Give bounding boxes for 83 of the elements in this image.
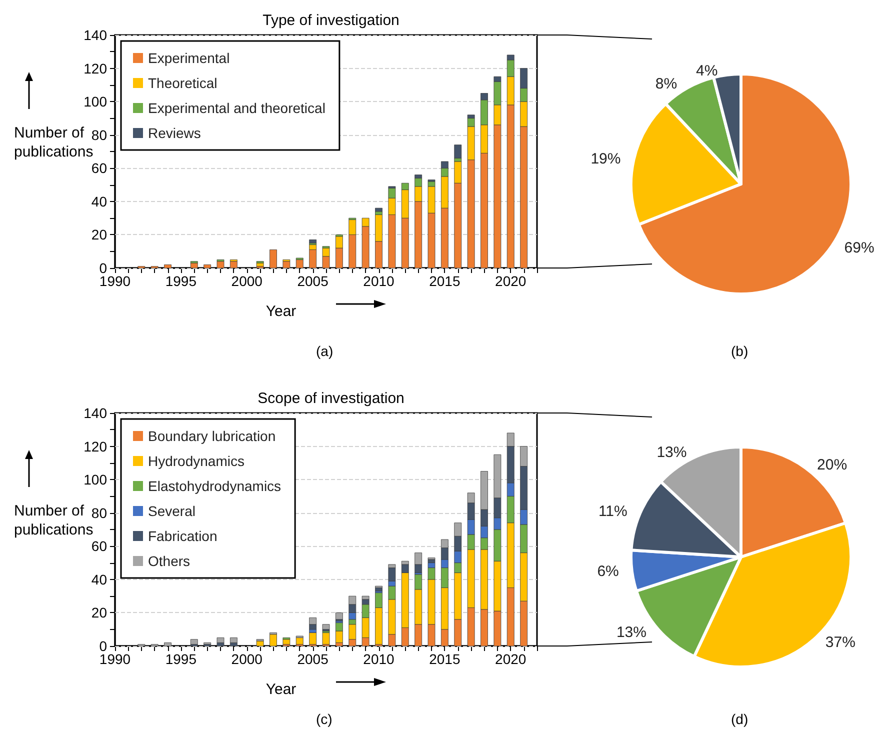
x-tick-label: 2015 [429, 273, 460, 289]
x-tick-label: 2005 [297, 273, 329, 289]
x-tick-label: 2010 [363, 273, 395, 289]
y-tick-label: 80 [91, 126, 108, 143]
data-label: 69% [844, 240, 874, 257]
y-tick-label: 100 [84, 472, 108, 488]
bar [216, 261, 224, 268]
y-tick-label: 20 [91, 604, 108, 621]
bar [190, 639, 198, 645]
legend-label: Fabrication [148, 528, 218, 544]
y-tick-label: 0 [99, 638, 108, 654]
bar [190, 262, 198, 268]
bar [216, 637, 224, 643]
text: (a) [316, 343, 334, 359]
data-label: 4% [696, 62, 718, 80]
y-tick-label: 60 [91, 538, 108, 554]
x-tick-label: 1990 [99, 651, 131, 667]
legend-label: Several [148, 503, 196, 519]
data-label: 6% [597, 562, 619, 580]
legend-label: Others [148, 553, 190, 569]
legend-label: Boundary lubrication [148, 428, 276, 444]
bar [335, 612, 343, 620]
bar [204, 264, 212, 268]
data-label: 8% [655, 76, 678, 93]
y-axis-title: Number of publications [14, 124, 94, 160]
bar [296, 259, 304, 268]
data-label: 11% [598, 503, 628, 520]
bar [164, 264, 172, 268]
legend-label: Experimental [148, 50, 230, 66]
x-tick-label: 2020 [495, 273, 526, 289]
legend-label: Reviews [148, 125, 201, 141]
bar [322, 624, 330, 630]
bar [256, 640, 264, 646]
bar [270, 249, 277, 268]
bar [230, 637, 238, 643]
data-label: 20% [817, 456, 848, 474]
bar [282, 261, 290, 268]
legend-label: Elastohydrodynamics [148, 478, 282, 494]
data-label: 19% [590, 150, 621, 168]
y-tick-label: 100 [84, 94, 108, 110]
text: (c) [316, 711, 332, 727]
bar [164, 642, 172, 646]
bar [454, 144, 462, 158]
x-tick-label: 2010 [363, 651, 395, 667]
bar [296, 637, 304, 645]
data-label: 37% [825, 634, 856, 652]
y-tick-label: 80 [91, 504, 108, 521]
bar [270, 634, 277, 646]
bar [375, 208, 382, 212]
y-tick-label: 120 [84, 60, 108, 76]
bar [309, 249, 317, 268]
legend-label: Theoretical [148, 75, 218, 91]
text: (b) [731, 343, 748, 359]
x-tick-label: 1995 [165, 651, 197, 667]
x-axis-title: Year [266, 681, 296, 698]
y-tick-label: 60 [91, 160, 108, 176]
x-tick-label: 2020 [495, 651, 526, 667]
y-tick-label: 140 [84, 405, 108, 421]
x-axis-title: Year [266, 303, 296, 320]
legend-label: Experimental and theoretical [148, 100, 326, 116]
y-axis-title: Number of publications [14, 502, 94, 538]
bar [230, 261, 238, 268]
chart-title: Type of investigation [262, 12, 400, 29]
x-tick-label: 2015 [429, 651, 460, 667]
bar [282, 639, 290, 645]
y-tick-label: 120 [84, 438, 108, 454]
x-tick-label: 2000 [231, 651, 263, 667]
y-tick-label: 20 [91, 226, 108, 243]
y-tick-label: 40 [91, 571, 108, 588]
data-label: 13% [656, 444, 687, 461]
x-tick-label: 2005 [297, 651, 329, 667]
chart-title: Scope of investigation [258, 390, 404, 407]
bar [322, 632, 330, 645]
y-tick-label: 140 [84, 27, 108, 43]
x-tick-label: 1990 [99, 273, 131, 289]
text: (d) [731, 711, 748, 727]
y-tick-label: 0 [99, 260, 108, 276]
data-label: 13% [616, 624, 646, 641]
x-tick-label: 1995 [165, 273, 197, 289]
legend-label: Hydrodynamics [148, 453, 244, 469]
x-tick-label: 2000 [231, 273, 263, 289]
bar [309, 632, 317, 645]
y-tick-label: 40 [91, 193, 108, 210]
